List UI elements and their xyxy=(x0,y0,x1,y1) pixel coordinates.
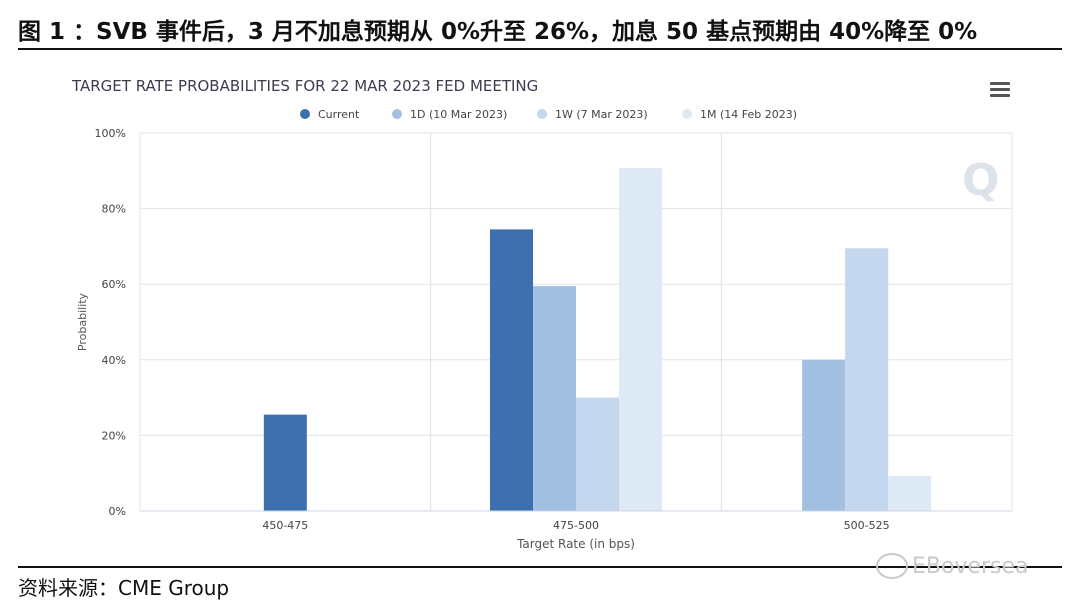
legend-label: 1D (10 Mar 2023) xyxy=(410,108,507,121)
watermark: EBoversea xyxy=(876,553,1029,579)
watermark-text: EBoversea xyxy=(912,553,1029,579)
bar xyxy=(533,286,576,511)
x-tick-label: 500-525 xyxy=(844,519,890,532)
legend-marker xyxy=(682,109,692,119)
y-axis-label: Probability xyxy=(76,292,89,351)
bar xyxy=(490,229,533,511)
menu-icon[interactable] xyxy=(990,82,1010,98)
bar xyxy=(845,248,889,512)
top-rule xyxy=(18,48,1062,50)
x-tick-label: 450-475 xyxy=(262,519,308,532)
y-tick-label: 40% xyxy=(102,354,126,367)
bar xyxy=(576,397,619,511)
wechat-icon xyxy=(876,553,908,579)
q-logo: Q xyxy=(962,155,999,206)
bar xyxy=(802,359,846,511)
y-tick-label: 60% xyxy=(102,278,126,291)
y-tick-label: 0% xyxy=(109,505,126,518)
figure-title: 图 1 ：SVB 事件后，3 月不加息预期从 0%升至 26%，加息 50 基点… xyxy=(18,19,978,45)
legend-marker xyxy=(392,109,402,119)
y-tick-label: 100% xyxy=(95,127,126,140)
bar xyxy=(888,475,932,511)
legend-label: 1W (7 Mar 2023) xyxy=(555,108,648,121)
x-tick-label: 475-500 xyxy=(553,519,599,532)
bar xyxy=(263,414,307,511)
bottom-rule xyxy=(18,566,1062,568)
x-axis-label: Target Rate (in bps) xyxy=(516,537,635,551)
source-note: 资料来源：CME Group xyxy=(18,576,230,600)
legend-marker xyxy=(300,109,310,119)
legend-marker xyxy=(537,109,547,119)
chart-title: TARGET RATE PROBABILITIES FOR 22 MAR 202… xyxy=(71,77,538,95)
bar xyxy=(619,168,662,512)
y-tick-label: 20% xyxy=(102,429,126,442)
y-tick-label: 80% xyxy=(102,203,126,216)
legend-label: 1M (14 Feb 2023) xyxy=(700,108,797,121)
legend-label: Current xyxy=(318,108,360,121)
